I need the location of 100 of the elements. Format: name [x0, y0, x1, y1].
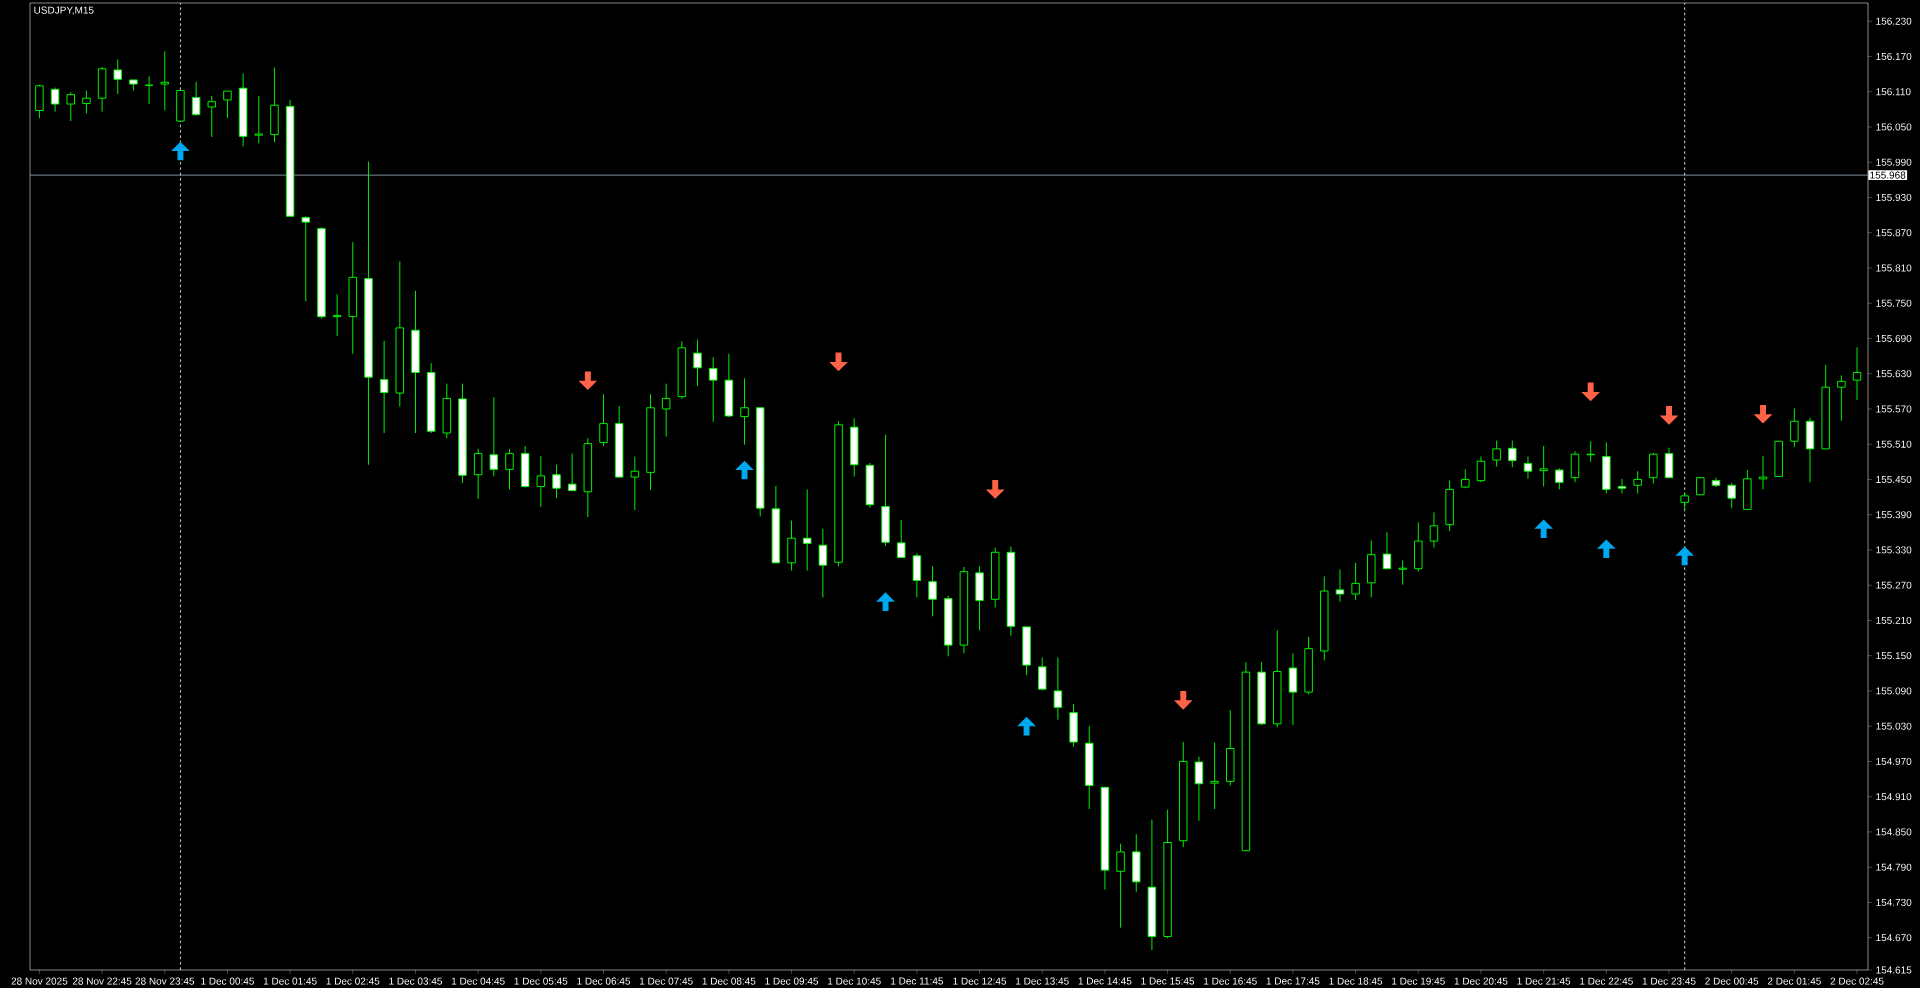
x-tick-label: 28 Nov 22:45: [72, 977, 132, 985]
y-tick-label: 155.450: [1876, 475, 1912, 483]
x-tick-label: 28 Nov 2025: [11, 977, 68, 985]
candlestick: [1852, 346, 1862, 401]
candlestick: [505, 448, 514, 490]
candlestick: [802, 488, 812, 571]
candlestick: [254, 95, 264, 144]
point: [876, 592, 895, 611]
candlestick: [896, 519, 906, 559]
x-tick-label: 1 Dec 18:45: [1329, 977, 1383, 985]
y-tick-label: 154.670: [1876, 934, 1912, 942]
candlestick: [1429, 511, 1439, 549]
candlestick: [379, 340, 389, 434]
x-tick-label: 1 Dec 20:45: [1454, 977, 1508, 985]
x-tick-label: 2 Dec 02:45: [1830, 977, 1884, 985]
y-tick-label: 155.810: [1876, 264, 1912, 272]
candlestick: [740, 377, 749, 446]
point: [1017, 716, 1036, 736]
candlestick: [489, 396, 499, 477]
x-tick-label: 2 Dec 01:45: [1767, 977, 1821, 985]
candlestick: [552, 464, 561, 499]
candlestick: [1508, 440, 1517, 468]
ref-line-label: 155.968: [1870, 171, 1906, 179]
y-tick-label: 154.615: [1876, 966, 1912, 974]
y-tick-label: 154.910: [1876, 793, 1912, 801]
x-tick-label: 1 Dec 07:45: [639, 977, 693, 985]
candlestick: [693, 339, 702, 387]
candlestick: [1555, 467, 1564, 490]
candlestick: [1758, 455, 1768, 490]
candlestick: [223, 90, 232, 119]
x-tick-label: 1 Dec 17:45: [1266, 977, 1320, 985]
y-tick-label: 154.730: [1876, 898, 1912, 906]
candlestick: [160, 50, 169, 111]
candlestick: [1790, 407, 1799, 448]
x-tick-label: 1 Dec 14:45: [1078, 977, 1132, 985]
x-tick-label: 2 Dec 00:45: [1705, 977, 1759, 985]
candlestick: [332, 293, 342, 337]
point: [1173, 690, 1193, 710]
candlestick: [1476, 456, 1486, 483]
candlestick: [1727, 482, 1736, 509]
candlestick: [1382, 531, 1392, 570]
candlestick: [599, 393, 608, 447]
x-tick-label: 1 Dec 10:45: [828, 977, 881, 985]
y-tick-label: 155.930: [1876, 193, 1912, 201]
candlestick: [301, 215, 311, 302]
candlestick: [1492, 440, 1501, 467]
y-tick-label: 156.110: [1876, 88, 1911, 96]
y-tick-label: 156.170: [1876, 52, 1912, 60]
y-tick-label: 155.510: [1876, 440, 1912, 448]
x-tick-label: 1 Dec 05:45: [514, 977, 568, 985]
x-tick-label: 28 Nov 23:45: [135, 977, 195, 985]
candlestick: [1617, 478, 1627, 495]
candlestick: [113, 58, 122, 95]
candlestick: [630, 456, 640, 511]
point: [1753, 404, 1773, 424]
y-tick-label: 155.390: [1876, 511, 1912, 519]
y-tick-label: 154.970: [1876, 757, 1912, 765]
point: [1581, 382, 1600, 402]
point: [829, 352, 848, 372]
x-tick-label: 1 Dec 13:45: [1016, 977, 1069, 985]
candlestick: [818, 528, 828, 598]
y-tick-label: 155.210: [1876, 616, 1912, 624]
x-tick-label: 1 Dec 23:45: [1642, 977, 1696, 985]
candlestick: [66, 91, 75, 122]
y-tick-label: 156.230: [1876, 17, 1912, 25]
candlestick: [1539, 445, 1548, 487]
candlestick: [1633, 470, 1642, 495]
candlestick: [207, 95, 216, 138]
candlestick: [536, 455, 546, 508]
y-tick-label: 155.270: [1876, 581, 1912, 589]
y-tick-label: 155.630: [1876, 370, 1912, 378]
x-tick-label: 1 Dec 11:45: [891, 977, 944, 985]
x-tick-label: 1 Dec 09:45: [765, 977, 819, 985]
point: [1659, 406, 1679, 425]
y-tick-label: 155.030: [1876, 722, 1912, 730]
x-tick-label: 1 Dec 02:45: [326, 977, 380, 985]
point: [985, 480, 1005, 499]
candlestick: [1038, 656, 1047, 691]
candlestick: [82, 90, 91, 114]
candlestick: [661, 383, 671, 438]
candlestick: [1335, 568, 1345, 603]
x-tick-label: 1 Dec 19:45: [1392, 977, 1445, 985]
point: [1675, 546, 1695, 566]
y-tick-label: 155.750: [1876, 299, 1912, 307]
x-tick-label: 1 Dec 21:45: [1517, 977, 1571, 985]
x-tick-label: 1 Dec 15:45: [1141, 977, 1195, 985]
candlestick: [567, 453, 577, 492]
y-tick-label: 154.790: [1876, 863, 1912, 871]
candlestick: [1351, 562, 1360, 601]
candlestick: [191, 81, 201, 117]
y-tick-label: 155.990: [1876, 158, 1912, 166]
x-tick-label: 1 Dec 04:45: [451, 977, 505, 985]
point: [578, 371, 598, 391]
candlestick: [928, 565, 937, 617]
point: [735, 460, 754, 480]
x-tick-label: 1 Dec 12:45: [953, 977, 1007, 985]
candlestick: [1210, 742, 1219, 810]
chart-title: USDJPY,M15: [34, 6, 94, 15]
y-tick-label: 154.850: [1876, 828, 1912, 836]
y-tick-label: 155.150: [1876, 652, 1912, 660]
